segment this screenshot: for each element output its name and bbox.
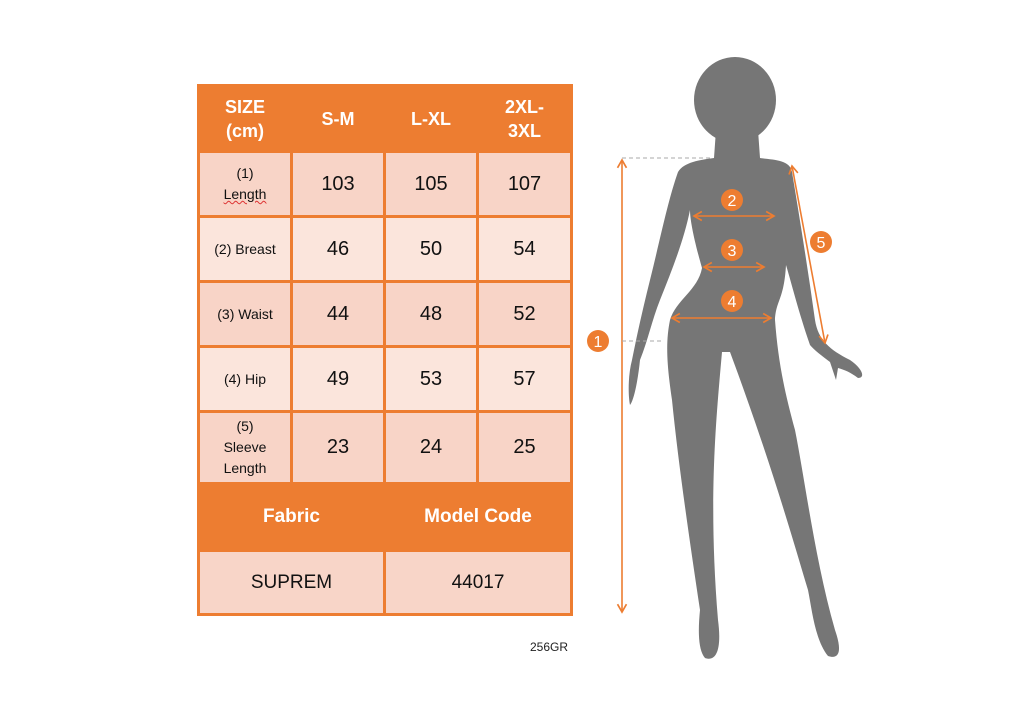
dashed-guides xyxy=(622,157,712,342)
header-2xl-3xl: 2XL-3XL xyxy=(476,84,573,153)
header-size-line1: SIZE xyxy=(224,96,265,117)
cell: 48 xyxy=(383,280,479,348)
fabric-header-row: Fabric Model Code xyxy=(197,482,573,552)
row-label: (2) Breast xyxy=(197,215,293,283)
header-row: SIZE (cm) S-M L-XL 2XL-3XL xyxy=(197,84,573,153)
cell: 49 xyxy=(290,345,386,413)
product-code-note: 256GR xyxy=(530,640,569,654)
cell: 44 xyxy=(290,280,386,348)
marker-1 xyxy=(587,330,609,352)
measure-guides xyxy=(616,158,829,614)
sleeve-arrow xyxy=(788,164,829,345)
cell: 105 xyxy=(383,150,479,218)
cell: 46 xyxy=(290,215,386,283)
marker-3-label: 3 xyxy=(728,243,737,260)
label-line: Sleeve xyxy=(223,439,267,455)
cell: 53 xyxy=(383,345,479,413)
row-label: (3) Waist xyxy=(197,280,293,348)
cell: 25 xyxy=(476,410,573,485)
label-line: Length xyxy=(223,186,267,202)
marker-4-label: 4 xyxy=(728,294,737,311)
cell: 24 xyxy=(383,410,479,485)
table-row-sleeve-length: (5) Sleeve Length 23 24 25 xyxy=(197,410,573,485)
cell: 107 xyxy=(476,150,573,218)
row-label: (4) Hip xyxy=(197,345,293,413)
row-label: (5) Sleeve Length xyxy=(197,410,293,485)
table-row-length: (1) Length 103 105 107 xyxy=(197,150,573,218)
cell: 54 xyxy=(476,215,573,283)
row-label: (1) Length xyxy=(197,150,293,218)
marker-4 xyxy=(721,290,743,312)
woman-silhouette xyxy=(628,57,863,659)
header-size-line2: (cm) xyxy=(225,120,264,141)
markers: 1 2 3 4 5 xyxy=(587,189,832,352)
table-row-breast: (2) Breast 46 50 54 xyxy=(197,215,573,283)
cell: 52 xyxy=(476,280,573,348)
header-size: SIZE (cm) xyxy=(197,84,293,153)
cell: 57 xyxy=(476,345,573,413)
cell: 23 xyxy=(290,410,386,485)
model-code-label: Model Code xyxy=(383,482,573,552)
marker-1-label: 1 xyxy=(594,334,603,351)
table-row-waist: (3) Waist 44 48 52 xyxy=(197,280,573,348)
fabric-value-row: SUPREM 44017 xyxy=(197,549,573,616)
marker-2 xyxy=(721,189,743,211)
model-code-value: 44017 xyxy=(383,549,573,616)
label-line: Length xyxy=(223,460,267,476)
fabric-value: SUPREM xyxy=(197,549,386,616)
header-2xl-3xl-label: 2XL-3XL xyxy=(504,96,544,141)
cell: 103 xyxy=(290,150,386,218)
size-chart-table: SIZE (cm) S-M L-XL 2XL-3XL (1) Length 103 … xyxy=(197,84,573,616)
label-line: (5) xyxy=(236,418,254,434)
table-row-hip: (4) Hip 49 53 57 xyxy=(197,345,573,413)
marker-3 xyxy=(721,239,743,261)
marker-5-label: 5 xyxy=(817,235,826,252)
marker-2-label: 2 xyxy=(728,193,737,210)
marker-5 xyxy=(810,231,832,253)
fabric-label: Fabric xyxy=(197,482,386,552)
header-l-xl: L-XL xyxy=(383,84,479,153)
label-line: (1) xyxy=(236,165,254,181)
cell: 50 xyxy=(383,215,479,283)
header-s-m: S-M xyxy=(290,84,386,153)
